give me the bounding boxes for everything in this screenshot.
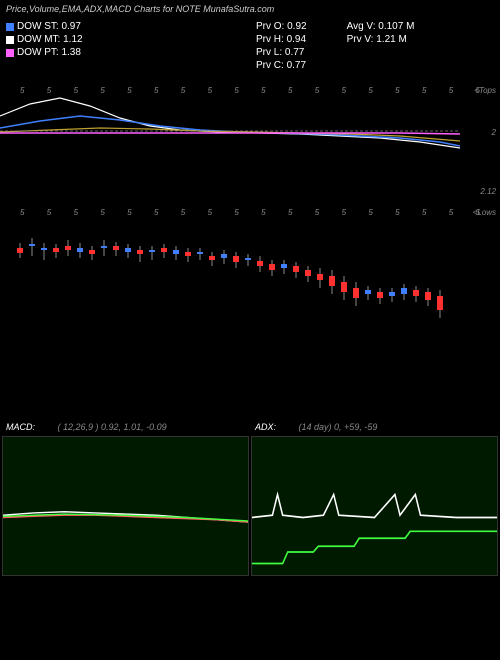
prev-h-label: Prv H: [256,34,284,45]
macd-panel-wrap: MACD: ( 12,26,9 ) 0.92, 1.01, -0.09 [2,438,249,576]
macd-params: ( 12,26,9 ) 0.92, 1.01, -0.09 [58,422,167,432]
avg-v-label: Avg V: [347,21,376,32]
avg-block: Avg V: 0.107 M Prv V: 1.21 M [347,20,415,72]
dow-pt-value: 1.38 [61,46,80,59]
prev-c-value: 0.77 [287,60,306,71]
adx-label: ADX: [255,422,276,432]
tops-label: <Tops [474,86,496,95]
ema-right-value: 2 [492,128,496,137]
adx-params: (14 day) 0, +59, -59 [299,422,378,432]
adx-panel-wrap: ADX: (14 day) 0, +59, -59 [251,438,498,576]
dow-pt-label: DOW PT: [17,46,59,59]
ema-svg [0,86,460,176]
avg-v-value: 0.107 M [378,21,414,32]
prev-o-value: 0.92 [287,21,306,32]
dow-pt-color [6,49,14,57]
page-title: Price,Volume,EMA,ADX,MACD Charts for NOT… [0,0,500,18]
macd-label: MACD: [6,422,35,432]
prev-c-label: Prv C: [256,60,284,71]
ema-x-ticks: 555555555555555555 [0,86,500,95]
candle-chart: 555555555555555555 <Lows [0,208,500,358]
prev-o-label: Prv O: [256,21,284,32]
lows-label: <Lows [473,208,496,217]
ema-bottom-value: 2.12 [480,187,496,196]
prev-h-value: 0.94 [287,34,306,45]
macd-svg [3,437,248,575]
dow-mt-color [6,36,14,44]
prev-ohlc-block: Prv O: 0.92 Prv H: 0.94 Prv L: 0.77 Prv … [256,20,307,72]
prev-l-value: 0.77 [285,47,304,58]
dow-st-label: DOW ST: [17,20,59,33]
prv-v-value: 1.21 M [376,34,407,45]
dow-st-value: 0.97 [61,20,80,33]
dow-mt-label: DOW MT: [17,33,60,46]
candle-svg [0,208,460,348]
adx-svg [252,437,497,575]
indicator-row: MACD: ( 12,26,9 ) 0.92, 1.01, -0.09 ADX:… [0,438,500,576]
dow-st-color [6,23,14,31]
dow-mt-value: 1.12 [63,33,82,46]
macd-panel [2,436,249,576]
dow-block: DOW ST: 0.97 DOW MT: 1.12 DOW PT: 1.38 [6,20,136,72]
candle-x-ticks: 555555555555555555 [0,208,500,217]
prv-v-label: Prv V: [347,34,374,45]
ema-chart: 555555555555555555 <Tops 2 2.12 [0,86,500,196]
prev-l-label: Prv L: [256,47,282,58]
adx-panel [251,436,498,576]
